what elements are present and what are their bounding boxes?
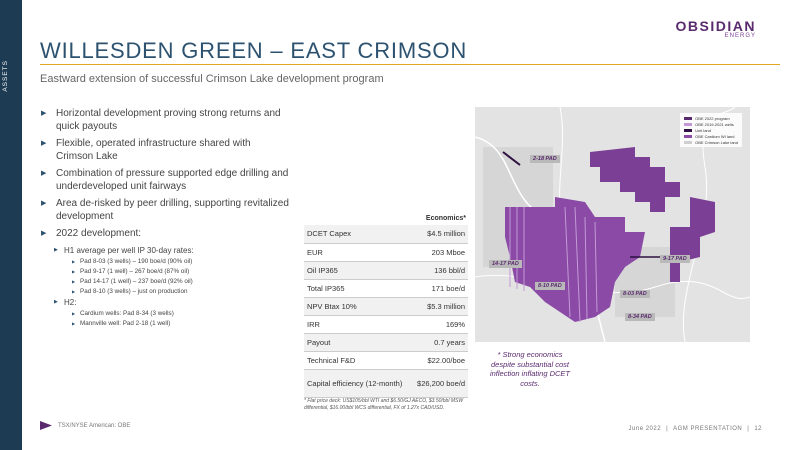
h1-item: Pad 9-17 (1 well) – 267 boe/d (87% oil) [40,268,290,275]
table-row: Payout 0.7 years [304,333,468,352]
row-label: Technical F&D [304,351,411,370]
cardium-wi-land [590,147,680,212]
row-value: $26,200 boe/d [411,369,468,398]
legend-swatch [684,134,693,138]
bullet-infrastructure: Flexible, operated infrastructure shared… [40,138,290,163]
slide-subtitle: Eastward extension of successful Crimson… [40,73,384,85]
pad-label-9-17: 9-17 PAD [660,255,690,263]
legend-swatch [684,140,693,144]
h1-item: Pad 8-03 (3 wells) – 190 boe/d (90% oil) [40,258,290,265]
development-map: OBE 2022 program OBE 2019-2021 wells Uni… [475,107,750,342]
slide-title: WILLESDEN GREEN – EAST CRIMSON [40,38,468,63]
logo-subtext: ENERGY [724,33,756,39]
bullet-returns: Horizontal development proving strong re… [40,108,290,133]
legend-item: OBE Crimson Lake land [684,139,738,145]
table-row: Oil IP365 136 bbl/d [304,261,468,280]
footer-presentation: AGM PRESENTATION [673,426,743,432]
table-row: Capital efficiency (12-month) $26,200 boe… [304,369,468,398]
legend-item: OBE 2019-2021 wells [684,121,738,127]
table-row: DCET Capex $4.5 million [304,225,468,244]
pad-label-8-03: 8-03 PAD [620,290,650,298]
legend-swatch [684,122,693,126]
sidebar-strip [0,0,22,450]
pad-label-2-18: 2-18 PAD [530,155,560,163]
legend-item: OBE 2022 program [684,115,738,121]
legend-swatch [684,128,693,132]
map-legend: OBE 2022 program OBE 2019-2021 wells Uni… [680,113,742,147]
row-value: 136 bbl/d [411,261,468,280]
row-label: NPV Btax 10% [304,297,411,316]
pad-label-14-17: 14-17 PAD [489,260,522,268]
legend-item: Unit land [684,127,738,133]
row-label: Payout [304,333,411,352]
bullet-development: 2022 development: [40,228,290,241]
pad-label-8-34: 8-34 PAD [625,313,655,321]
cardium-wi-land [505,197,645,322]
footer-date: June 2022 [628,426,662,432]
legend-item: OBE Cardium WI land [684,133,738,139]
page-number: 12 [754,426,762,432]
table-row: Technical F&D $22.00/boe [304,351,468,370]
h1-item: Pad 8-10 (3 wells) – just on production [40,288,290,295]
h1-item: Pad 14-17 (1 well) – 237 boe/d (92% oil) [40,278,290,285]
sub-bullet-h2: H2: [40,298,290,307]
row-label: IRR [304,315,411,334]
row-value: 169% [411,315,468,334]
economics-footnote: * Flat price deck: US$105/bbl WTI and $6… [304,398,464,411]
logo-wordmark: OBSIDIAN [675,18,756,34]
legend-swatch [684,116,693,120]
row-value: 0.7 years [411,333,468,352]
existing-wells [509,206,598,323]
row-label: DCET Capex [304,225,411,244]
h2-item: Mannville well: Pad 2-18 (1 well) [40,320,290,327]
row-label: Capital efficiency (12-month) [304,369,411,398]
row-label: EUR [304,243,411,262]
row-label: Oil IP365 [304,261,411,280]
row-value: $22.00/boe [411,351,468,370]
table-row: NPV Btax 10% $5.3 million [304,297,468,316]
sub-bullet-h1: H1 average per well IP 30-day rates: [40,246,290,255]
row-value: 203 Mboe [411,243,468,262]
bullet-list: Horizontal development proving strong re… [40,108,290,330]
row-label: Total IP365 [304,279,411,298]
h2-item: Cardium wells: Pad 8-34 (3 wells) [40,310,290,317]
row-value: 171 boe/d [411,279,468,298]
row-value: $4.5 million [411,225,468,244]
pad-label-8-10: 8-10 PAD [535,282,565,290]
obsidian-mark-icon [40,421,52,430]
bullet-de-risked: Area de-risked by peer drilling, support… [40,198,290,223]
pad-2-18-wells [502,151,521,166]
company-logo: OBSIDIAN ENERGY [676,18,756,39]
table-row: EUR 203 Mboe [304,243,468,262]
bullet-edge-drilling: Combination of pressure supported edge d… [40,168,290,193]
footer-ticker: TSX/NYSE American: OBE [58,423,131,429]
row-value: $5.3 million [411,297,468,316]
table-row: Total IP365 171 boe/d [304,279,468,298]
economics-callout: * Strong economics despite substantial c… [489,350,571,388]
economics-header: Economics* [425,215,466,222]
table-row: IRR 169% [304,315,468,334]
economics-table: Economics* DCET Capex $4.5 million EUR 203… [304,215,468,398]
title-divider [40,64,780,65]
sidebar-section-label: ASSETS [2,60,9,92]
footer-info: June 2022 | AGM PRESENTATION | 12 [628,426,762,432]
